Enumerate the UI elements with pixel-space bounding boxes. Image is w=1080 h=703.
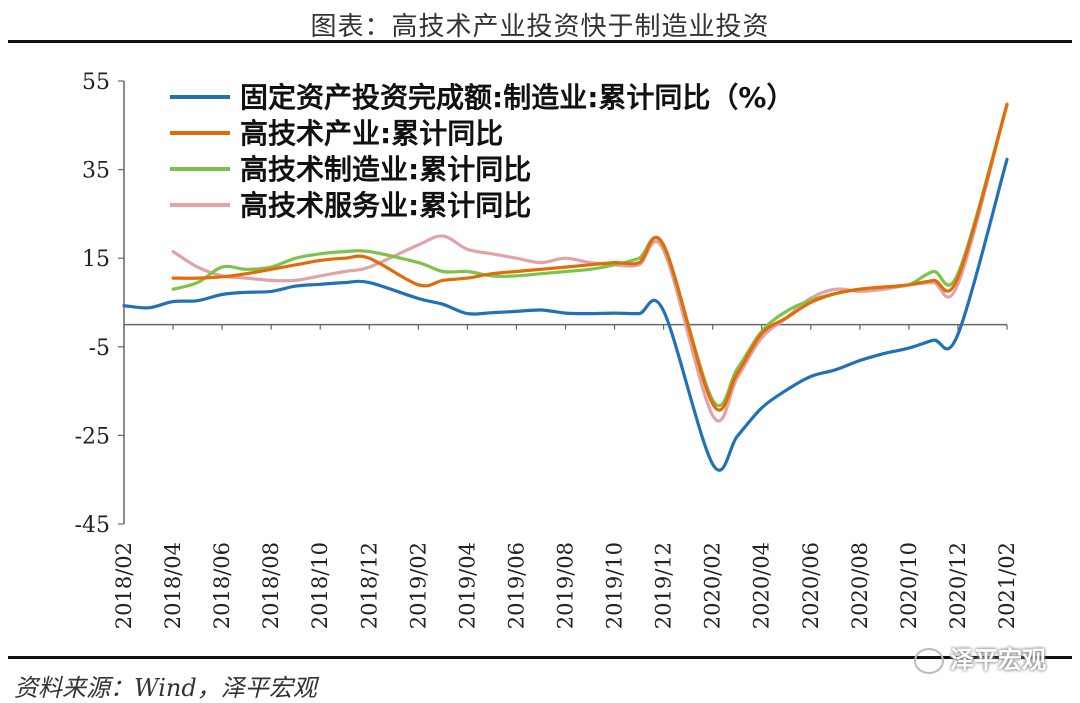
y-tick-label: 15 (82, 247, 110, 272)
x-tick-label: 2020/06 (799, 542, 823, 629)
source-note: 资料来源：Wind，泽平宏观 (14, 674, 317, 702)
watermark-text: 泽平宏观 (950, 646, 1046, 674)
bottom-rule (8, 656, 1072, 659)
x-tick-label: 2018/04 (161, 542, 185, 629)
x-tick-label: 2018/06 (210, 542, 234, 629)
x-tick-label: 2018/02 (112, 542, 136, 629)
legend-label-2: 高技术制造业:累计同比 (240, 153, 531, 186)
series-line-2 (171, 103, 1009, 408)
watermark: 泽平宏观 (914, 640, 1046, 675)
y-tick-label: -5 (89, 336, 110, 361)
legend-label-3: 高技术服务业:累计同比 (240, 189, 531, 222)
x-tick-label: 2019/02 (406, 542, 430, 629)
x-tick-label: 2020/08 (848, 542, 872, 629)
x-tick-label: 2021/02 (995, 542, 1019, 629)
wechat-icon (914, 648, 944, 674)
x-tick-label: 2018/08 (259, 542, 283, 629)
x-tick-label: 2020/02 (701, 542, 725, 629)
y-tick-label: 55 (82, 70, 110, 95)
top-rule (8, 40, 1072, 43)
chart-legend: 固定资产投资完成额:制造业:累计同比（%）高技术产业:累计同比高技术制造业:累计… (170, 81, 794, 222)
x-tick-label: 2019/10 (603, 542, 627, 629)
y-tick-label: -25 (75, 424, 110, 449)
series-line-0 (122, 157, 1009, 472)
page-title: 图表：高技术产业投资快于制造业投资 (310, 12, 770, 42)
x-tick-label: 2020/04 (750, 542, 774, 629)
legend-label-0: 固定资产投资完成额:制造业:累计同比（%） (240, 81, 794, 114)
x-tick-label: 2018/10 (308, 542, 332, 629)
x-tick-label: 2019/12 (652, 542, 676, 629)
series-line-1 (171, 102, 1009, 412)
x-tick-label: 2018/12 (357, 542, 381, 629)
series-line-3 (171, 102, 1009, 423)
x-tick-label: 2020/10 (897, 542, 921, 629)
y-tick-label: -45 (75, 513, 110, 538)
x-tick-label: 2019/08 (554, 542, 578, 629)
y-tick-label: 35 (82, 159, 110, 184)
x-tick-label: 2020/12 (946, 542, 970, 629)
x-tick-label: 2019/06 (504, 542, 528, 629)
x-tick-label: 2019/04 (455, 542, 479, 629)
legend-label-1: 高技术产业:累计同比 (240, 117, 503, 150)
series-layer (122, 102, 1009, 472)
